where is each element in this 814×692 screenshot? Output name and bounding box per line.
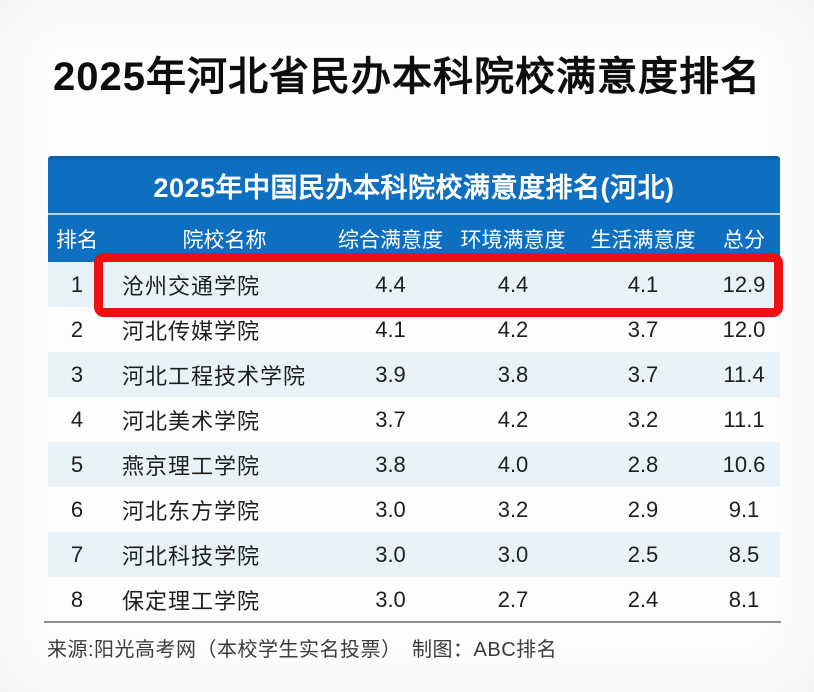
column-header-overall-score: 综合满意度 bbox=[338, 228, 443, 252]
cell-total-score: 9.1 bbox=[728, 496, 760, 522]
cell-rank: 7 bbox=[70, 541, 84, 567]
column-header-row: 排名 院校名称 综合满意度 环境满意度 生活满意度 总分 bbox=[48, 215, 780, 262]
cell-overall-score: 4.4 bbox=[375, 271, 406, 297]
cell-school-name: 保定理工学院 bbox=[122, 588, 261, 614]
table-bottom-divider bbox=[44, 621, 781, 623]
column-header-life-score: 生活满意度 bbox=[590, 228, 696, 252]
page-title: 2025年河北省民办本科院校满意度排名 bbox=[53, 55, 761, 99]
cell-overall-score: 4.1 bbox=[375, 316, 406, 342]
cell-rank: 5 bbox=[70, 451, 84, 477]
column-header-total-score: 总分 bbox=[723, 228, 765, 252]
cell-environment-score: 4.4 bbox=[497, 271, 529, 297]
cell-overall-score: 3.8 bbox=[375, 451, 406, 477]
cell-school-name: 燕京理工学院 bbox=[122, 453, 261, 479]
table-row: 2 河北传媒学院 4.1 4.2 3.7 12.0 bbox=[48, 307, 780, 352]
cell-life-score: 3.2 bbox=[627, 406, 659, 432]
table-row: 3 河北工程技术学院 3.9 3.8 3.7 11.4 bbox=[48, 352, 780, 397]
table-row: 5 燕京理工学院 3.8 4.0 2.8 10.6 bbox=[48, 442, 780, 487]
cell-total-score: 8.1 bbox=[728, 586, 760, 612]
cell-total-score: 11.4 bbox=[723, 361, 765, 387]
cell-rank: 8 bbox=[70, 586, 84, 612]
column-header-rank: 排名 bbox=[56, 228, 98, 252]
source-note: 来源:阳光高考网（本校学生实名投票） 制图：ABC排名 bbox=[47, 639, 558, 661]
cell-life-score: 3.7 bbox=[627, 361, 659, 387]
cell-school-name: 沧州交通学院 bbox=[122, 273, 261, 299]
cell-rank: 3 bbox=[70, 361, 84, 387]
cell-rank: 6 bbox=[70, 496, 84, 522]
table-row: 1 沧州交通学院 4.4 4.4 4.1 12.9 bbox=[48, 262, 780, 307]
column-header-school-name: 院校名称 bbox=[182, 228, 267, 252]
table-row: 6 河北东方学院 3.0 3.2 2.9 9.1 bbox=[48, 487, 780, 532]
cell-total-score: 12.9 bbox=[722, 271, 766, 297]
cell-environment-score: 4.2 bbox=[497, 406, 529, 432]
table-title-divider bbox=[48, 213, 780, 215]
cell-overall-score: 3.9 bbox=[375, 361, 406, 387]
cell-life-score: 2.5 bbox=[627, 541, 659, 567]
cell-total-score: 8.5 bbox=[728, 541, 760, 567]
cell-school-name: 河北传媒学院 bbox=[122, 318, 261, 344]
cell-life-score: 3.7 bbox=[627, 316, 659, 342]
cell-overall-score: 3.0 bbox=[375, 541, 406, 567]
table-row: 4 河北美术学院 3.7 4.2 3.2 11.1 bbox=[48, 397, 780, 442]
cell-life-score: 2.9 bbox=[627, 496, 659, 522]
cell-school-name: 河北东方学院 bbox=[122, 498, 261, 524]
cell-life-score: 4.1 bbox=[627, 271, 659, 297]
cell-environment-score: 3.0 bbox=[497, 541, 529, 567]
cell-environment-score: 4.2 bbox=[497, 316, 529, 342]
cell-rank: 4 bbox=[70, 406, 84, 432]
ranking-table: 2025年中国民办本科院校满意度排名(河北) 排名 院校名称 综合满意度 环境满… bbox=[48, 156, 783, 622]
cell-rank: 1 bbox=[70, 271, 84, 297]
cell-rank: 2 bbox=[70, 316, 84, 342]
cell-life-score: 2.8 bbox=[627, 451, 659, 477]
column-header-environment-score: 环境满意度 bbox=[460, 228, 566, 252]
cell-life-score: 2.4 bbox=[627, 586, 659, 612]
cell-total-score: 10.6 bbox=[722, 451, 766, 477]
cell-environment-score: 3.2 bbox=[497, 496, 529, 522]
cell-overall-score: 3.0 bbox=[375, 496, 406, 522]
cell-total-score: 11.1 bbox=[723, 406, 765, 432]
cell-environment-score: 4.0 bbox=[497, 451, 529, 477]
cell-overall-score: 3.0 bbox=[375, 586, 406, 612]
cell-total-score: 12.0 bbox=[722, 316, 766, 342]
cell-school-name: 河北美术学院 bbox=[122, 408, 261, 434]
cell-school-name: 河北工程技术学院 bbox=[122, 363, 307, 389]
table-row: 8 保定理工学院 3.0 2.7 2.4 8.1 bbox=[48, 577, 780, 622]
cell-environment-score: 3.8 bbox=[497, 361, 529, 387]
cell-overall-score: 3.7 bbox=[375, 406, 406, 432]
cell-environment-score: 2.7 bbox=[497, 586, 529, 612]
table-title-bar: 2025年中国民办本科院校满意度排名(河北) bbox=[48, 156, 780, 213]
cell-school-name: 河北科技学院 bbox=[122, 543, 261, 569]
table-row: 7 河北科技学院 3.0 3.0 2.5 8.5 bbox=[48, 532, 780, 577]
